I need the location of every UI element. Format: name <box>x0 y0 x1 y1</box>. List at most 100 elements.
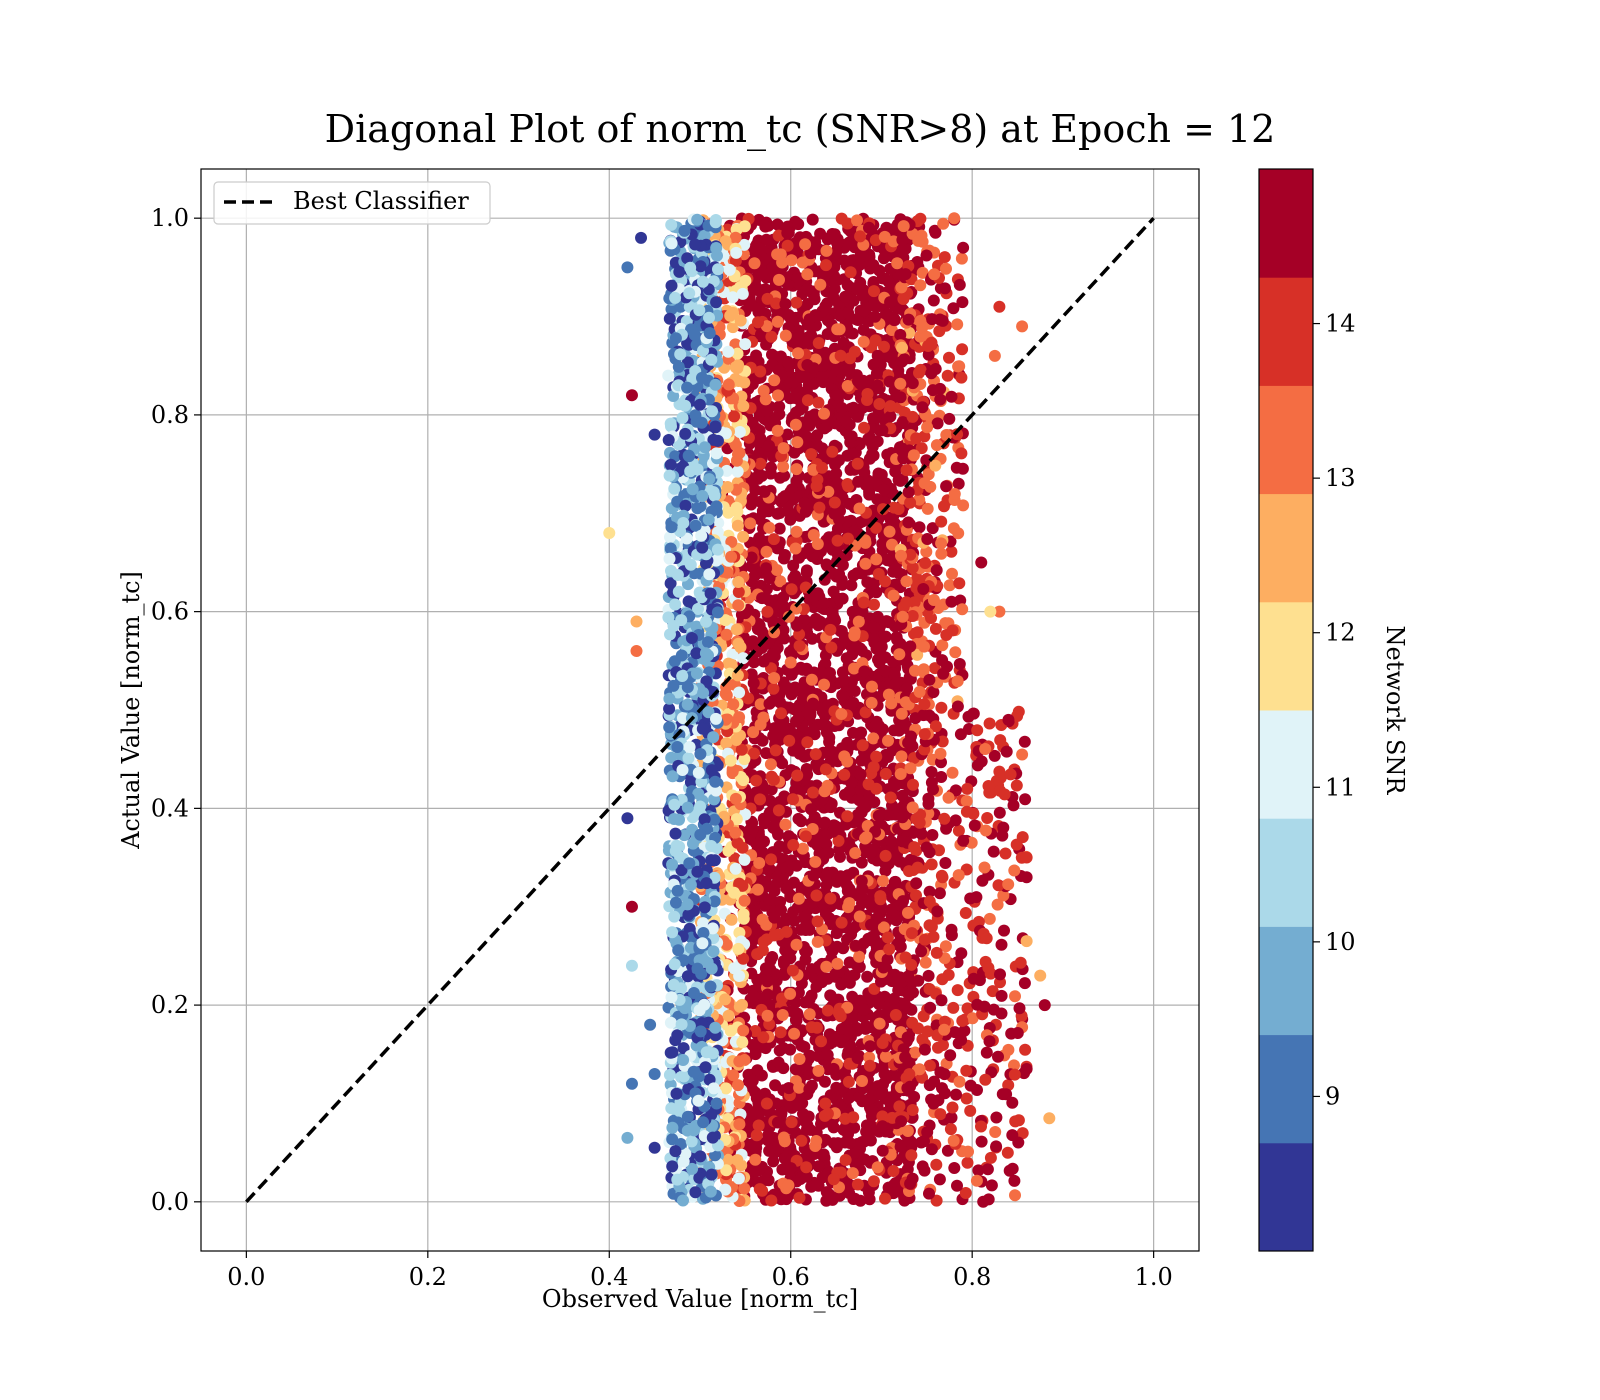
scatter-point <box>732 1079 744 1092</box>
scatter-point <box>882 734 894 747</box>
scatter-point <box>750 774 763 787</box>
scatter-point <box>746 416 759 429</box>
scatter-point <box>916 401 929 414</box>
scatter-point <box>934 393 947 406</box>
scatter-point <box>841 810 854 823</box>
scatter-point <box>874 1087 887 1100</box>
scatter-point <box>910 844 923 857</box>
scatter-point <box>755 268 768 280</box>
scatter-point <box>849 847 862 859</box>
scatter-point <box>847 1011 860 1024</box>
plot-area: 0.0 0.2 0.4 0.6 0.8 1.0 0.00.20.40.60.81.0 <box>151 168 1200 1291</box>
scatter-point <box>811 538 824 550</box>
scatter-point <box>902 313 915 326</box>
scatter-point <box>784 656 797 669</box>
scatter-point <box>831 534 844 547</box>
scatter-point <box>894 377 907 390</box>
scatter-point <box>768 929 781 942</box>
scatter-point <box>841 478 854 490</box>
scatter-point <box>980 932 993 945</box>
scatter-point <box>824 989 837 1002</box>
scatter-point <box>933 887 946 900</box>
scatter-point <box>732 942 745 955</box>
scatter-point <box>824 623 837 636</box>
scatter-point <box>810 889 823 902</box>
scatter-point <box>874 893 887 906</box>
scatter-point <box>983 912 996 925</box>
scatter-point <box>761 988 774 1001</box>
scatter-point <box>851 1052 864 1064</box>
scatter-point <box>814 278 827 291</box>
scatter-point <box>994 968 1006 981</box>
scatter-point <box>820 259 832 272</box>
scatter-point <box>761 605 774 618</box>
scatter-point <box>839 290 852 303</box>
scatter-point <box>805 989 818 1002</box>
scatter-point <box>883 525 896 538</box>
scatter-point <box>906 1016 919 1029</box>
scatter-point <box>978 861 991 874</box>
scatter-point <box>979 824 992 837</box>
scatter-point <box>738 376 751 389</box>
scatter-point <box>812 337 825 349</box>
scatter-point <box>984 1151 997 1164</box>
scatter-point <box>883 375 896 388</box>
scatter-point <box>782 1082 795 1095</box>
scatter-point <box>790 938 803 951</box>
scatter-point <box>926 829 939 841</box>
scatter-point <box>905 927 918 940</box>
scatter-point <box>895 750 908 763</box>
scatter-point <box>1016 831 1029 844</box>
scatter-point <box>747 677 760 690</box>
scatter-point <box>901 1125 914 1137</box>
scatter-point <box>1006 1162 1019 1175</box>
scatter-point <box>749 1153 762 1166</box>
scatter-point <box>872 809 885 822</box>
scatter-point <box>732 637 745 650</box>
scatter-point <box>910 877 923 890</box>
scatter-point <box>772 804 785 817</box>
scatter-point <box>870 750 883 763</box>
scatter-point <box>772 389 784 402</box>
scatter-point <box>887 1165 900 1177</box>
scatter-point <box>765 1194 778 1207</box>
scatter-point <box>925 858 938 871</box>
scatter-point <box>952 869 965 882</box>
scatter-point <box>955 447 968 460</box>
scatter-point <box>951 700 964 713</box>
scatter-point <box>793 1191 806 1204</box>
scatter-point <box>899 951 912 964</box>
scatter-point <box>820 1186 833 1199</box>
scatter-point <box>737 912 750 925</box>
scatter-point <box>738 894 751 907</box>
scatter-point <box>884 296 897 309</box>
scatter-point <box>935 515 948 528</box>
scatter-point <box>873 398 886 410</box>
scatter-point <box>785 254 798 267</box>
scatter-point <box>904 1177 917 1190</box>
scatter-point <box>979 1073 992 1086</box>
scatter-point <box>943 412 956 425</box>
scatter-point <box>863 431 876 444</box>
scatter-point <box>781 882 794 895</box>
scatter-point <box>935 869 948 882</box>
scatter-point <box>738 220 751 233</box>
scatter-point <box>842 1075 855 1088</box>
scatter-point <box>851 457 864 470</box>
scatter-point <box>935 547 948 560</box>
scatter-point <box>807 362 820 375</box>
scatter-point <box>935 771 948 783</box>
scatter-point <box>792 347 805 360</box>
scatter-point <box>868 285 880 298</box>
scatter-point <box>834 1010 847 1023</box>
scatter-point <box>847 569 860 582</box>
scatter-point <box>746 823 759 836</box>
scatter-point <box>761 292 774 305</box>
scatter-point <box>865 918 877 931</box>
scatter-point <box>846 448 859 461</box>
scatter-point <box>906 1104 919 1116</box>
scatter-point <box>971 724 984 737</box>
scatter-point <box>822 846 835 859</box>
scatter-point <box>994 734 1007 747</box>
scatter-point <box>1008 1068 1021 1081</box>
